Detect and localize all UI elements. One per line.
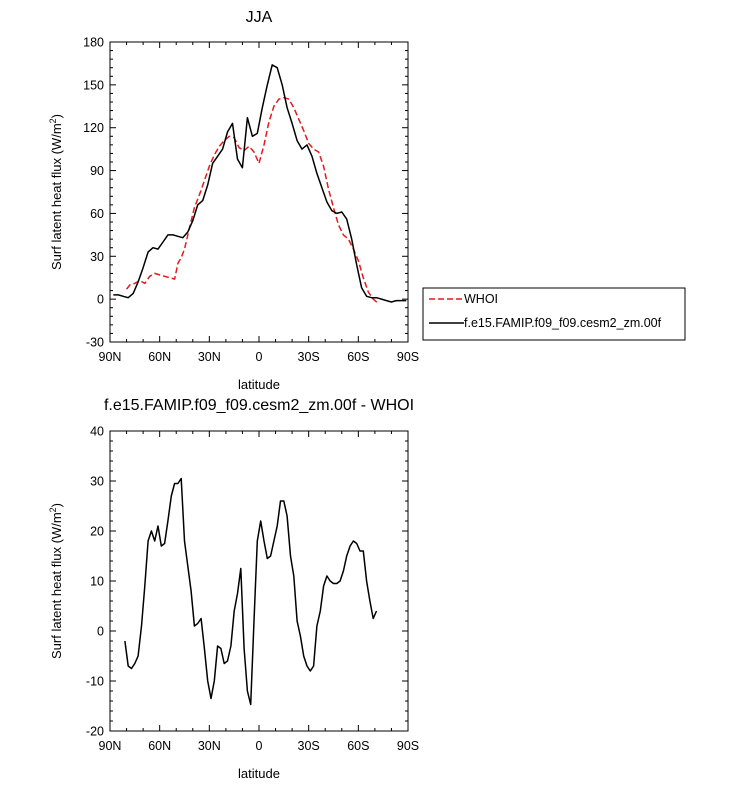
top-x-tick-label: 30N bbox=[198, 350, 221, 364]
top-x-tick-label: 90S bbox=[397, 350, 419, 364]
top-x-axis-label: latitude bbox=[238, 377, 280, 392]
bottom-x-tick-label: 30N bbox=[198, 739, 221, 753]
top-series-line-0 bbox=[126, 96, 379, 304]
bottom-series-line-0 bbox=[124, 477, 378, 706]
top-plot-area: 90N 60N 30N 0 30S 60S 90S -30 0 30 60 90 120 150 180 bbox=[83, 36, 419, 365]
top-panel: JJA 90N 60N 30N 0 30S 60S 90S -30 0 30 60 90 120 150 1… bbox=[48, 9, 419, 392]
legend-label-model: f.e15.FAMIP.f09_f09.cesm2_zm.00f bbox=[464, 316, 662, 330]
top-y-tick-label: 0 bbox=[97, 293, 104, 307]
bottom-x-tick-label: 30S bbox=[298, 739, 320, 753]
legend-box bbox=[422, 287, 686, 341]
top-y-tick-label: 120 bbox=[83, 121, 104, 135]
bottom-y-tick-label: 10 bbox=[90, 575, 104, 589]
bottom-x-tick-label: 60N bbox=[148, 739, 171, 753]
bottom-y-tick-label: 30 bbox=[90, 475, 104, 489]
top-y-tick-label: -30 bbox=[86, 336, 104, 350]
bottom-chart-title: f.e15.FAMIP.f09_f09.cesm2_zm.00f - WHOI bbox=[104, 397, 414, 414]
top-x-tick-label: 60N bbox=[148, 350, 171, 364]
bottom-x-tick-label: 0 bbox=[256, 739, 263, 753]
bottom-x-tick-label: 90N bbox=[99, 739, 122, 753]
top-series-line-1 bbox=[113, 64, 407, 303]
legend-label-whoi: WHOI bbox=[464, 292, 498, 306]
top-y-tick-label: 180 bbox=[83, 36, 104, 50]
top-x-tick-label: 90N bbox=[99, 350, 122, 364]
bottom-x-tick-label: 90S bbox=[397, 739, 419, 753]
top-x-tick-label: 0 bbox=[256, 350, 263, 364]
bottom-y-tick-label: 20 bbox=[90, 525, 104, 539]
bottom-x-tick-label: 60S bbox=[347, 739, 369, 753]
bottom-y-tick-label: -10 bbox=[86, 675, 104, 689]
top-y-tick-label: 30 bbox=[90, 250, 104, 264]
bottom-plot-area: 90N 60N 30N 0 30S 60S 90S -20 -10 0 10 20 30 40 bbox=[86, 425, 419, 754]
top-y-axis-label: Surf latent heat flux (W/m2) bbox=[48, 114, 64, 270]
bottom-panel: f.e15.FAMIP.f09_f09.cesm2_zm.00f - WHOI … bbox=[48, 397, 419, 781]
bottom-y-axis-label: Surf latent heat flux (W/m2) bbox=[48, 503, 64, 659]
legend: WHOI f.e15.FAMIP.f09_f09.cesm2_zm.00f bbox=[422, 287, 686, 341]
top-y-tick-label: 90 bbox=[90, 164, 104, 178]
top-y-tick-label: 60 bbox=[90, 207, 104, 221]
bottom-y-tick-label: 0 bbox=[97, 625, 104, 639]
bottom-y-tick-label: -20 bbox=[86, 725, 104, 739]
top-y-tick-label: 150 bbox=[83, 78, 104, 92]
bottom-plot-frame bbox=[109, 430, 409, 732]
bottom-y-tick-label: 40 bbox=[90, 425, 104, 439]
top-plot-frame bbox=[109, 41, 409, 343]
top-chart-title: JJA bbox=[246, 9, 273, 26]
top-x-tick-label: 60S bbox=[347, 350, 369, 364]
top-x-tick-label: 30S bbox=[298, 350, 320, 364]
bottom-x-axis-label: latitude bbox=[238, 766, 280, 781]
